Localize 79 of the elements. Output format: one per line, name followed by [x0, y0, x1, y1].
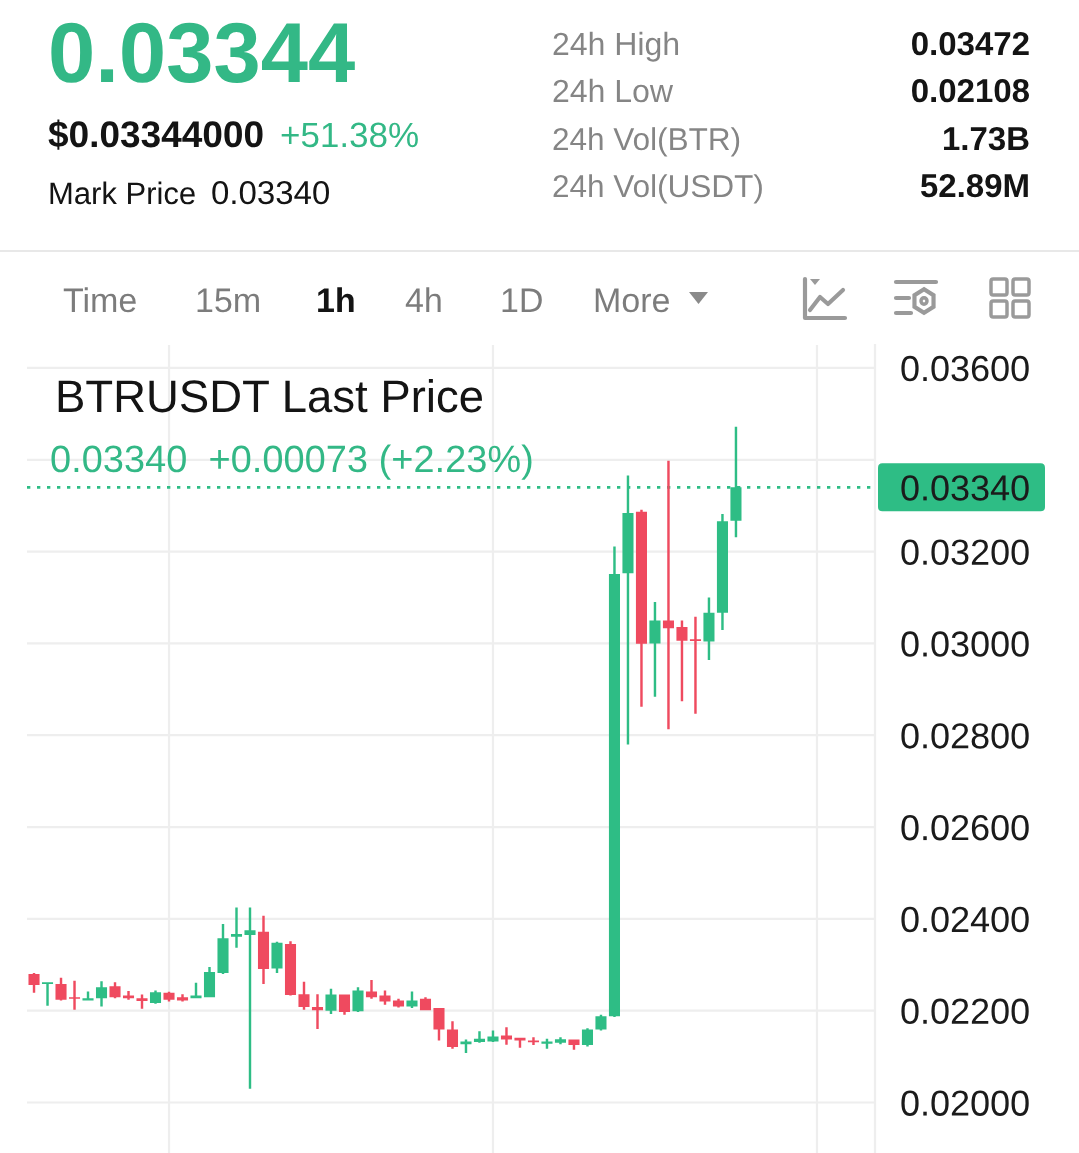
y-tick-label: 0.03000 — [901, 631, 1029, 657]
y-tick-label: 0.02000 — [901, 1090, 1029, 1116]
candlestick — [460, 1039, 472, 1053]
candlestick — [500, 1027, 513, 1045]
text: 24h Low — [553, 78, 674, 103]
candlestick — [284, 941, 297, 996]
candlestick — [568, 1039, 580, 1050]
candlestick — [163, 991, 175, 1002]
candlestick — [311, 994, 324, 1030]
text: 1.73B — [944, 126, 1029, 151]
y-tick-label: 0.02200 — [901, 998, 1029, 1025]
text: 0.03344 — [51, 22, 355, 83]
candlestick — [662, 460, 674, 730]
candlestick — [689, 616, 701, 714]
y-tick-label: 0.02400 — [901, 906, 1029, 933]
candlestick — [703, 597, 715, 660]
candlestick — [595, 1014, 607, 1031]
text: More — [595, 288, 669, 313]
candlestick — [635, 509, 647, 707]
candlestick — [325, 988, 337, 1014]
y-tick-label: 0.03200 — [901, 539, 1029, 565]
y-tick-label: 0.03600 — [901, 355, 1029, 382]
text: Mark Price — [50, 181, 195, 205]
text: 0.03472 — [912, 31, 1029, 56]
candlestick — [473, 1031, 486, 1043]
candlestick — [55, 977, 67, 1001]
text: 52.89M — [920, 173, 1028, 198]
candlestick — [122, 990, 135, 1000]
text: 0.03340 — [212, 180, 329, 205]
text: +51.38% — [281, 122, 418, 148]
candlestick — [149, 990, 162, 1004]
candlestick — [406, 991, 418, 1008]
candlestick — [203, 967, 216, 998]
candlestick — [676, 620, 688, 702]
candlestick — [230, 907, 243, 948]
candlestick — [581, 1028, 594, 1047]
candlestick — [68, 980, 81, 1010]
candlestick — [716, 513, 728, 631]
candlestick — [527, 1037, 540, 1046]
candlestick — [95, 981, 108, 1007]
text: 24h High — [553, 31, 679, 62]
candlestick — [446, 1021, 459, 1049]
text: 1D — [502, 288, 542, 312]
candlestick — [514, 1037, 526, 1048]
candlestick — [352, 987, 364, 1013]
candlestick — [365, 979, 378, 999]
candlestick — [109, 982, 121, 999]
candlestick — [392, 998, 405, 1008]
candlestick — [28, 973, 40, 993]
candlestick — [217, 923, 229, 974]
candlestick — [338, 994, 351, 1015]
candlestick — [176, 994, 189, 1002]
y-tick-label: 0.02800 — [901, 723, 1029, 749]
text: 0.02108 — [912, 78, 1029, 103]
candlestick — [82, 991, 94, 1001]
text: 24h Vol(BTR) — [553, 127, 740, 157]
candlestick — [433, 1007, 445, 1041]
ref-line-label: 0.03340 — [901, 475, 1029, 501]
text: 1h — [318, 287, 354, 312]
text: $0.03344000 — [48, 119, 263, 150]
text: BTRUSDT Last Price — [58, 379, 482, 413]
candlestick — [379, 990, 391, 1005]
text: 0.03340 +0.00073 (+2.23%) — [51, 444, 532, 480]
candlestick — [41, 982, 54, 1006]
candlestick — [541, 1038, 553, 1049]
candlestick — [257, 915, 270, 985]
candlestick — [136, 994, 148, 1009]
text: 4h — [405, 287, 441, 312]
text: Time — [63, 287, 136, 313]
candlestick — [554, 1037, 567, 1045]
text: 15m — [197, 288, 259, 313]
candlestick — [419, 997, 432, 1011]
candlestick — [608, 546, 621, 1018]
candlestick — [649, 602, 661, 697]
candlestick — [298, 981, 310, 1010]
candlestick — [271, 941, 283, 974]
text: 24h Vol(USDT) — [553, 174, 762, 204]
y-tick-label: 0.02600 — [901, 814, 1029, 841]
candlestick — [487, 1030, 499, 1042]
